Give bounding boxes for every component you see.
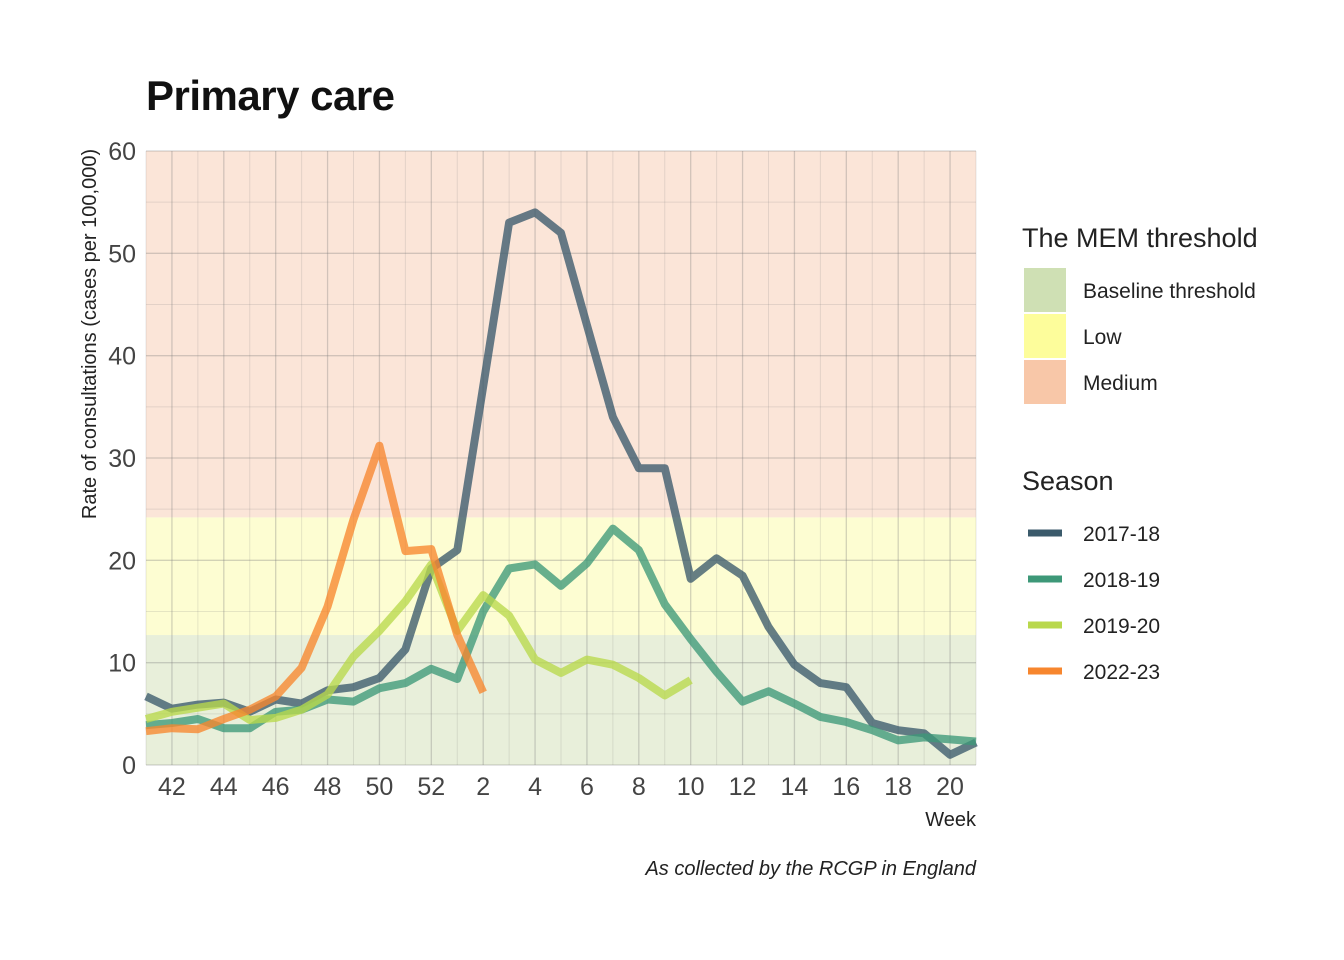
threshold-legend-swatch <box>1024 268 1066 312</box>
x-tick-labels: 42 44 46 48 50 52 2 4 6 8 10 12 14 16 18 20 <box>158 773 964 801</box>
series-line-2022-23 <box>145 441 487 736</box>
x-tick-label: 44 <box>210 773 238 801</box>
threshold-bands <box>146 151 976 765</box>
x-tick-label: 46 <box>262 773 290 801</box>
y-tick-label: 10 <box>108 650 136 678</box>
series-legend-label: 2019-20 <box>1083 615 1160 638</box>
y-tick-label: 0 <box>122 752 136 780</box>
x-tick-label: 14 <box>781 773 809 801</box>
threshold-legend-label: Low <box>1083 326 1122 349</box>
x-tick-label: 12 <box>729 773 757 801</box>
threshold-legend: The MEM threshold Baseline threshold Low M… <box>1022 223 1258 404</box>
x-tick-label: 48 <box>314 773 342 801</box>
threshold-legend-title: The MEM threshold <box>1022 223 1258 253</box>
series-line-2017-18 <box>144 208 978 759</box>
y-tick-label: 20 <box>108 547 136 575</box>
y-tick-label: 60 <box>108 138 136 166</box>
y-axis-title: Rate of consultations (cases per 100,000… <box>79 149 101 519</box>
series-legend-label: 2018-19 <box>1083 569 1160 592</box>
x-tick-label: 16 <box>832 773 860 801</box>
x-tick-label: 2 <box>476 773 490 801</box>
x-tick-label: 20 <box>936 773 964 801</box>
x-tick-label: 10 <box>677 773 705 801</box>
y-tick-label: 50 <box>108 240 136 268</box>
threshold-legend-label: Baseline threshold <box>1083 280 1256 303</box>
threshold-legend-swatch <box>1024 360 1066 404</box>
x-tick-label: 4 <box>528 773 542 801</box>
x-tick-label: 8 <box>632 773 646 801</box>
x-tick-label: 42 <box>158 773 186 801</box>
series-legend-label: 2017-18 <box>1083 523 1160 546</box>
threshold-legend-label: Medium <box>1083 372 1158 395</box>
x-tick-label: 52 <box>417 773 445 801</box>
chart-title: Primary care <box>146 72 395 119</box>
threshold-band-1 <box>146 517 976 636</box>
series-legend: Season 2017-18 2018-19 2019-20 2022-23 <box>1022 466 1160 684</box>
x-tick-label: 6 <box>580 773 594 801</box>
series-legend-label: 2022-23 <box>1083 661 1160 684</box>
y-tick-label: 40 <box>108 343 136 371</box>
threshold-legend-swatch <box>1024 314 1066 358</box>
x-tick-label: 50 <box>366 773 394 801</box>
chart-caption: As collected by the RCGP in England <box>644 858 976 880</box>
x-tick-label: 18 <box>884 773 912 801</box>
y-tick-labels: 0 10 20 30 40 50 60 <box>108 138 136 780</box>
series-legend-title: Season <box>1022 466 1114 496</box>
x-axis-title: Week <box>925 809 977 831</box>
series-lines <box>144 208 978 759</box>
y-tick-label: 30 <box>108 445 136 473</box>
threshold-band-2 <box>146 151 976 518</box>
